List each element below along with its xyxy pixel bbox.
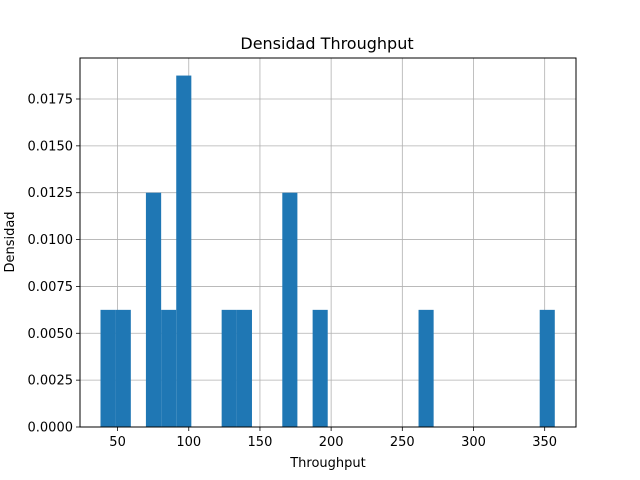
x-tick-label: 250: [390, 435, 415, 450]
histogram-bar-3: [161, 309, 177, 427]
x-axis-label: Throughput: [289, 456, 366, 471]
histogram-bar-10: [539, 309, 555, 427]
x-tick-label: 300: [461, 435, 486, 450]
y-tick-label: 0.0000: [28, 421, 74, 436]
y-tick-label: 0.0050: [28, 327, 74, 342]
histogram-bar-0: [100, 309, 116, 427]
grid: [80, 58, 576, 428]
chart-title: Densidad Throughput: [240, 34, 413, 53]
plot-frame: [79, 57, 577, 428]
y-axis: 0.0000 0.0025 0.0050 0.0075 0.0100 0.0125 0.01…: [28, 92, 80, 436]
histogram-bar-5: [221, 309, 237, 427]
histogram-bar-1: [115, 309, 131, 427]
histogram-bar-7: [282, 192, 298, 427]
y-tick-label: 0.0025: [28, 374, 74, 389]
x-axis: 50 100 150 200 250 300 350: [109, 427, 557, 450]
y-tick-label: 0.0075: [28, 280, 74, 295]
histogram-bar-9: [418, 309, 434, 427]
x-tick-label: 100: [176, 435, 201, 450]
histogram-bar-2: [145, 192, 162, 427]
histogram-bar-6: [236, 309, 252, 427]
y-axis-label: Densidad: [3, 211, 18, 272]
y-tick-label: 0.0175: [28, 92, 74, 107]
histogram-bar-4: [176, 75, 192, 427]
x-tick-label: 200: [319, 435, 344, 450]
bars: [100, 75, 555, 427]
y-tick-label: 0.0100: [28, 233, 74, 248]
y-tick-label: 0.0150: [28, 139, 74, 154]
histogram-bar-8: [312, 309, 328, 427]
y-tick-label: 0.0125: [28, 186, 74, 201]
x-tick-label: 50: [109, 435, 126, 450]
x-tick-label: 150: [248, 435, 273, 450]
x-tick-label: 350: [532, 435, 557, 450]
